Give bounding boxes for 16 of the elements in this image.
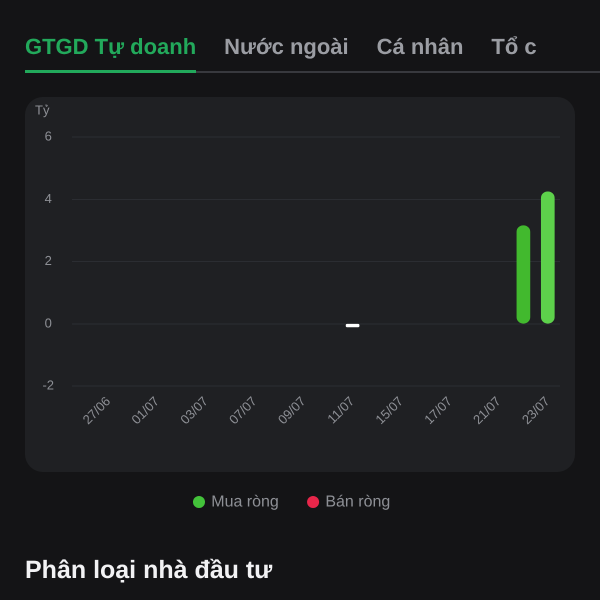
y-axis-title: Tỷ	[35, 102, 50, 118]
bar	[540, 191, 555, 324]
bar	[346, 324, 360, 328]
text: Nước ngoài	[224, 34, 349, 59]
chart-title: GTGD Tự doanh	[25, 34, 196, 59]
text: Cá nhân	[376, 34, 464, 59]
text: Tổ c	[491, 34, 537, 59]
y-tick-label: 6	[44, 128, 52, 144]
y-tick-label: 4	[44, 190, 52, 206]
y-tick-label: 2	[44, 253, 52, 268]
legend-label: Bán ròng	[325, 493, 390, 510]
legend-label: Mua ròng	[211, 493, 279, 510]
bar	[516, 225, 530, 324]
text: Phân loại nhà đầu tư	[25, 556, 272, 584]
y-tick-label: 0	[44, 315, 52, 330]
y-tick-label: -2	[42, 378, 54, 393]
